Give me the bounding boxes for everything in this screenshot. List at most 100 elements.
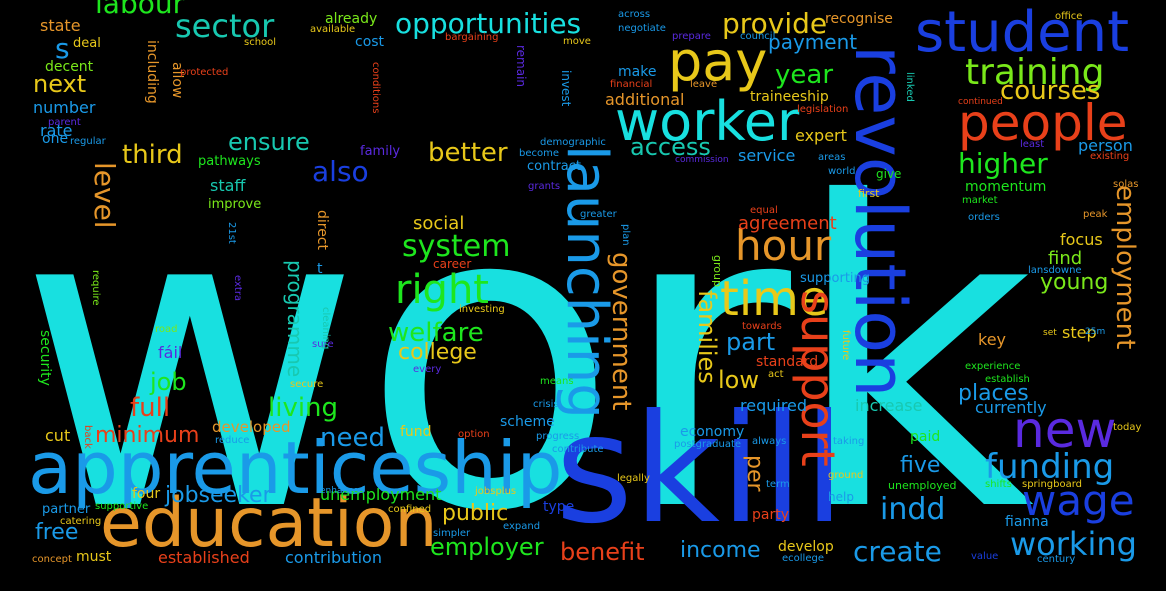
word-become: become xyxy=(519,148,560,159)
word-number: number xyxy=(33,98,96,117)
word-employer: employer xyxy=(430,533,544,561)
word-agreement: agreement xyxy=(738,213,837,234)
word-college: college xyxy=(398,340,477,365)
word-employment: employment xyxy=(1110,185,1140,350)
word-welfare: welfare xyxy=(388,318,484,348)
word-step: step xyxy=(1062,323,1097,342)
word-one: one xyxy=(42,131,69,147)
word-secure: secure xyxy=(290,379,324,390)
word-ecollege: ecollege xyxy=(782,553,824,564)
word-jobseeker: jobseeker xyxy=(165,483,272,508)
word-skill: skill xyxy=(555,383,846,557)
word-protected: protected xyxy=(180,67,229,78)
word-minimum: minimum xyxy=(95,423,200,448)
word-next: next xyxy=(33,70,87,98)
word-staff: staff xyxy=(210,176,246,195)
word-market: market xyxy=(962,195,998,206)
word-fianna: fianna xyxy=(1005,514,1049,530)
word-pay: pay xyxy=(668,30,768,93)
word-springboard: springboard xyxy=(1022,479,1083,490)
word-extra: extra xyxy=(232,275,243,302)
word-contribute: contribute xyxy=(552,444,604,455)
word-including: including xyxy=(144,40,160,104)
word-supporting: supporting xyxy=(800,271,871,286)
word-leave: leave xyxy=(690,79,718,90)
word-four: four xyxy=(132,486,161,502)
word-already: already xyxy=(325,11,378,27)
word-today: today xyxy=(1113,422,1142,433)
word-access: access xyxy=(630,133,711,161)
word-first: first xyxy=(858,187,880,200)
word-deal: deal xyxy=(73,36,101,51)
word-payment: payment xyxy=(768,30,858,54)
word-continued: continued xyxy=(958,97,1003,107)
word-programme: programme xyxy=(283,260,307,378)
word-ground: ground xyxy=(828,470,864,481)
word-concept: concept xyxy=(32,554,72,565)
word-benefit: benefit xyxy=(560,538,645,566)
word-across: across xyxy=(618,9,651,20)
word-families: families xyxy=(693,290,721,384)
word-family: family xyxy=(360,144,401,159)
word-option: option xyxy=(458,429,490,440)
word-demographic: demographic xyxy=(540,137,606,148)
word-experience: experience xyxy=(965,361,1021,372)
word-commission: commission xyxy=(675,155,729,165)
word-require: require xyxy=(90,270,101,306)
word-value: value xyxy=(971,551,999,562)
word-act: act xyxy=(768,369,784,380)
word-new: new xyxy=(1013,401,1117,459)
word-financial: financial xyxy=(610,79,653,90)
word-set: set xyxy=(1043,328,1057,338)
word-towards: towards xyxy=(742,321,782,332)
word-grants: grants xyxy=(528,181,561,192)
word-indd: indd xyxy=(880,492,946,527)
word-traineeship: traineeship xyxy=(750,89,829,105)
word-cost: cost xyxy=(355,34,385,50)
word-decent: decent xyxy=(45,59,94,75)
word-peak: peak xyxy=(1083,209,1108,220)
word-bargaining: bargaining xyxy=(445,32,499,43)
word-free: free xyxy=(35,520,79,545)
word-working: working xyxy=(1010,525,1137,563)
word-conditions: conditions xyxy=(370,62,381,114)
word-office: office xyxy=(1055,11,1083,22)
word-shifts: shifts xyxy=(985,479,1012,490)
word-orders: orders xyxy=(968,212,1000,223)
word-ensure: ensure xyxy=(228,128,310,156)
word-develop: develop xyxy=(778,539,834,555)
word-apprenticeship: apprenticeship xyxy=(28,426,563,510)
word-legislation: legislation xyxy=(797,104,849,115)
word-unemployed: unemployed xyxy=(888,479,957,492)
word-invest: invest xyxy=(559,70,573,107)
word-available: available xyxy=(310,24,356,35)
word-group: group xyxy=(711,255,724,287)
word-give: give xyxy=(876,167,902,181)
word-young: young xyxy=(1040,270,1109,295)
word-unemployment: unemployment xyxy=(320,485,442,504)
word-simpler: simpler xyxy=(433,528,471,539)
word-people: people xyxy=(958,94,1128,152)
word-scheme: scheme xyxy=(500,414,555,430)
word-plan: plan xyxy=(620,224,631,246)
word-person: person xyxy=(1078,136,1133,155)
word-parent: parent xyxy=(48,117,81,128)
word-education: education xyxy=(100,484,438,563)
word-increase: increase xyxy=(855,396,923,415)
word-work: work xyxy=(18,115,1035,591)
word-investing: investing xyxy=(459,304,505,315)
word-higher: higher xyxy=(958,147,1048,180)
word-least: least xyxy=(1020,139,1045,150)
word-opportunities: opportunities xyxy=(395,7,582,40)
word-linked: linked xyxy=(904,72,915,102)
word-remain: remain xyxy=(514,45,528,88)
word-move: move xyxy=(563,36,591,47)
word-supportive: supportive xyxy=(95,501,149,512)
word-always: always xyxy=(752,436,787,447)
word-public: public xyxy=(442,501,509,526)
word-year: year xyxy=(775,60,834,90)
word-established: established xyxy=(158,548,250,567)
word-funding: funding xyxy=(985,447,1115,487)
word-wage: wage xyxy=(1022,476,1135,525)
